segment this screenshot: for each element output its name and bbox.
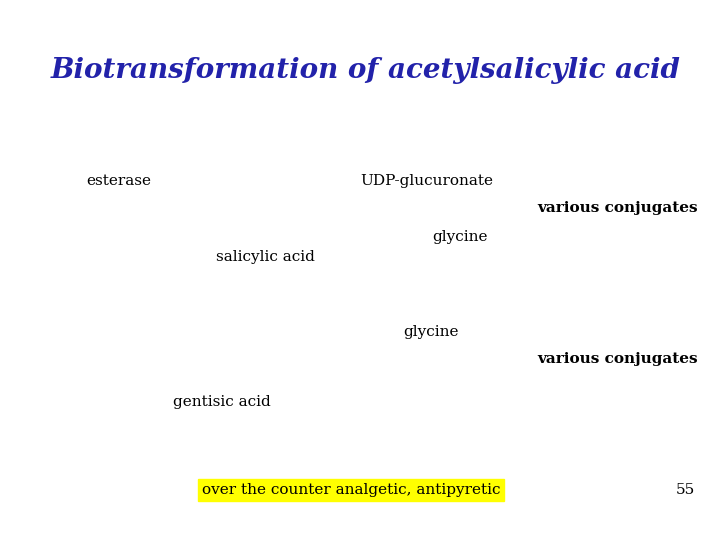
Text: glycine: glycine — [432, 230, 487, 244]
Text: over the counter analgetic, antipyretic: over the counter analgetic, antipyretic — [202, 483, 500, 497]
Text: 55: 55 — [675, 483, 695, 497]
Text: Biotransformation of acetylsalicylic acid: Biotransformation of acetylsalicylic aci… — [50, 57, 680, 84]
Text: glycine: glycine — [403, 325, 459, 339]
Text: UDP-glucuronate: UDP-glucuronate — [360, 174, 493, 188]
Text: salicylic acid: salicylic acid — [216, 249, 315, 264]
Text: various conjugates: various conjugates — [538, 352, 698, 366]
Text: gentisic acid: gentisic acid — [173, 395, 271, 409]
Text: esterase: esterase — [86, 174, 151, 188]
Text: various conjugates: various conjugates — [538, 201, 698, 215]
